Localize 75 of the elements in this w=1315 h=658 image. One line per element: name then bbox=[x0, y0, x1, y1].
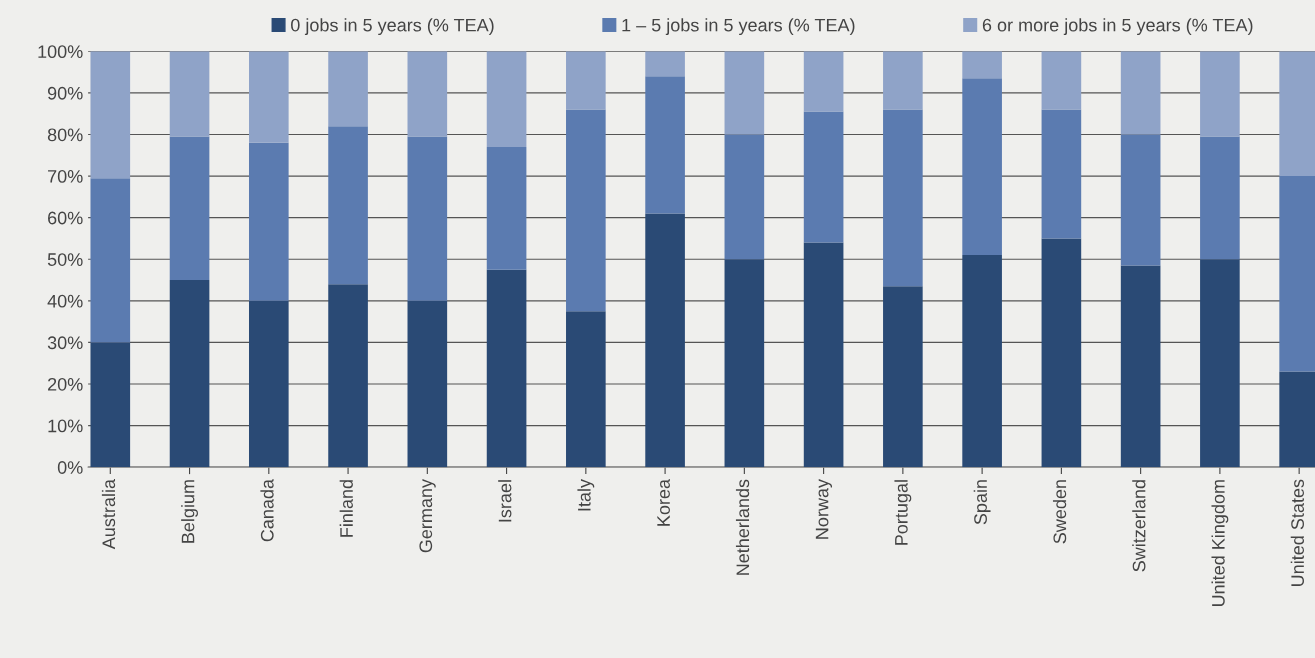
x-tick-label: Canada bbox=[260, 478, 274, 542]
y-tick-label: 70% bbox=[48, 170, 83, 183]
bar bbox=[407, 51, 448, 137]
bar bbox=[407, 136, 448, 301]
bar bbox=[169, 51, 210, 137]
bar bbox=[249, 142, 289, 301]
bar bbox=[803, 111, 844, 243]
bar bbox=[486, 146, 527, 270]
y-tick-label: 90% bbox=[47, 86, 83, 100]
bar bbox=[724, 134, 765, 260]
bar bbox=[249, 51, 289, 143]
x-tick-label: Netherlands bbox=[735, 479, 750, 575]
bar bbox=[486, 51, 527, 147]
y-tick-label: 10% bbox=[48, 419, 83, 433]
legend-label: 0 jobs in 5 years (% TEA) bbox=[291, 18, 494, 36]
bar bbox=[407, 300, 448, 468]
bar bbox=[566, 311, 606, 468]
bar bbox=[328, 284, 368, 468]
bar bbox=[962, 255, 1002, 468]
bar bbox=[90, 342, 131, 468]
bar bbox=[1120, 134, 1161, 266]
bar bbox=[169, 136, 210, 281]
bar bbox=[566, 51, 606, 110]
bar bbox=[1120, 265, 1161, 468]
bar bbox=[249, 300, 289, 468]
bar bbox=[803, 242, 844, 468]
bar bbox=[328, 126, 368, 285]
bar bbox=[962, 78, 1002, 256]
bar bbox=[1200, 259, 1240, 468]
bar bbox=[645, 76, 685, 214]
y-tick-label: 30% bbox=[47, 336, 83, 350]
x-tick-label: Portugal bbox=[894, 480, 912, 545]
x-tick-label: Germany bbox=[419, 479, 436, 553]
bar bbox=[724, 51, 765, 135]
x-tick-label: Belgium bbox=[181, 480, 198, 543]
bar bbox=[90, 51, 131, 179]
y-tick-label: 50% bbox=[47, 253, 83, 266]
y-tick-label: 60% bbox=[48, 211, 83, 225]
x-tick-label: Sweden bbox=[1052, 480, 1067, 544]
x-tick-label: Spain bbox=[973, 480, 991, 525]
bar bbox=[486, 269, 527, 468]
x-tick-label: Korea bbox=[657, 478, 670, 526]
bar bbox=[328, 51, 368, 127]
bar bbox=[1041, 238, 1082, 468]
x-tick-label: Israel bbox=[498, 480, 512, 522]
y-tick-label: 0% bbox=[57, 461, 83, 474]
y-tick-label: 100% bbox=[38, 45, 83, 59]
bar bbox=[803, 51, 844, 112]
bar bbox=[883, 109, 923, 287]
legend-label: 6 or more jobs in 5 years (% TEA) bbox=[982, 18, 1253, 36]
x-tick-label: United Kingdom bbox=[1211, 480, 1229, 607]
bar bbox=[1200, 51, 1240, 137]
bar bbox=[1120, 51, 1161, 135]
bar bbox=[90, 178, 131, 343]
bar bbox=[1200, 136, 1240, 260]
x-tick-label: Norway bbox=[815, 479, 833, 539]
bar bbox=[645, 213, 685, 468]
x-tick-label: Italy bbox=[577, 479, 595, 511]
y-tick-label: 20% bbox=[48, 377, 83, 391]
bar bbox=[724, 259, 765, 468]
x-tick-label: Australia bbox=[101, 478, 116, 550]
bar bbox=[1041, 109, 1082, 239]
y-tick-label: 80% bbox=[47, 128, 83, 142]
bar bbox=[1041, 51, 1082, 110]
y-tick-label: 40% bbox=[47, 294, 83, 308]
x-tick-label: Finland bbox=[339, 480, 353, 537]
legend-label: 1 – 5 jobs in 5 years (% TEA) bbox=[622, 18, 855, 36]
bar bbox=[566, 109, 606, 312]
bar bbox=[883, 51, 923, 110]
x-tick-label: United States bbox=[1290, 479, 1304, 586]
x-tick-label: Switzerland bbox=[1132, 480, 1146, 572]
bar bbox=[645, 51, 685, 77]
bar bbox=[169, 280, 210, 468]
bar bbox=[883, 286, 923, 468]
bar bbox=[962, 51, 1002, 79]
